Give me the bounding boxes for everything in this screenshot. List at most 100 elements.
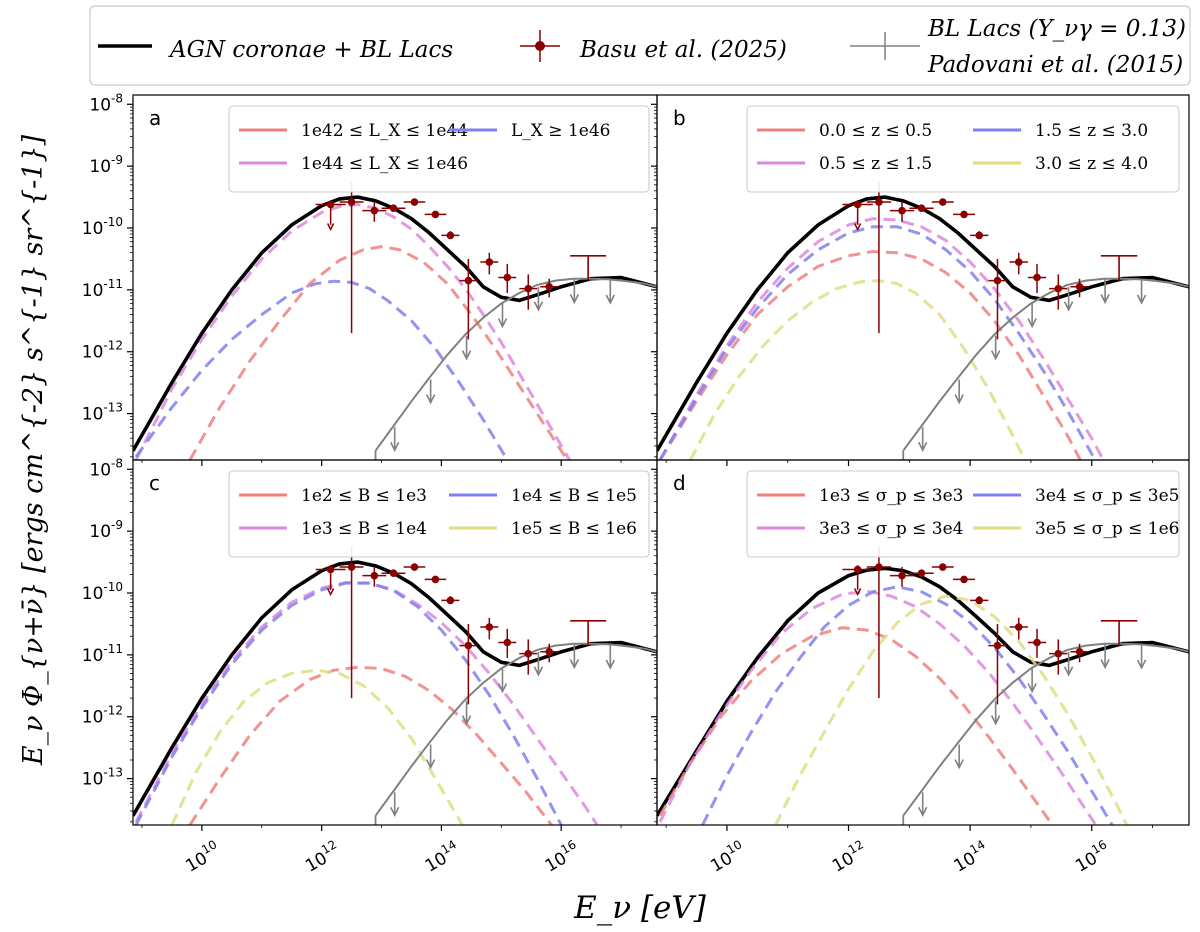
- basu-data-point: [931, 198, 954, 206]
- legend-label: L_X ≥ 1e46: [511, 121, 610, 141]
- series-line: [902, 642, 1189, 817]
- basu-data-point: [953, 575, 975, 584]
- legend-label: 0.5 ≤ z ≤ 1.5: [819, 154, 932, 174]
- panel-legend: 1e42 ≤ L_X ≤ 1e44 1e44 ≤ L_X ≤ 1e46 L_X ≥ …: [228, 105, 650, 193]
- series-line: [658, 217, 1106, 460]
- bllac-upper-limit: [389, 427, 400, 453]
- basu-data-point: [540, 278, 559, 298]
- basu-data-point: [381, 204, 406, 213]
- bllac-upper-limit: [954, 744, 964, 770]
- basu-arrow: [853, 223, 862, 232]
- basu-data-point: [988, 258, 1007, 340]
- series-line: [134, 581, 563, 825]
- legend-label: 1.5 ≤ z ≤ 3.0: [1035, 121, 1148, 141]
- x-tick-label: 1012: [827, 837, 871, 876]
- basu-data-point: [1009, 252, 1028, 275]
- panel-legend: 0.0 ≤ z ≤ 0.5 0.5 ≤ z ≤ 1.5 1.5 ≤ z ≤ 3.0 3…: [746, 105, 1180, 193]
- basu-data-point: [315, 200, 346, 225]
- y-tick-label: 10-8: [89, 91, 123, 115]
- series-line: [657, 195, 1189, 452]
- y-tick-label: 10-10: [82, 215, 123, 239]
- legend-label: 3e3 ≤ σ_p ≤ 3e4: [819, 519, 963, 539]
- series-line: [689, 279, 1027, 460]
- basu-arrow: [326, 588, 335, 597]
- basu-data-point: [909, 569, 934, 578]
- top-legend: AGN coronae + BL Lacs Basu et al. (2025)…: [89, 5, 1191, 86]
- basu-data-point: [498, 628, 517, 658]
- series-line: [134, 202, 572, 460]
- y-tick-label: 10-11: [82, 277, 123, 301]
- y-tick-label: 10-9: [89, 153, 123, 177]
- legend-label: 3e5 ≤ σ_p ≤ 1e6: [1035, 519, 1179, 539]
- panel-legend: 1e3 ≤ σ_p ≤ 3e3 3e3 ≤ σ_p ≤ 3e4 3e4 ≤ σ_p …: [746, 470, 1180, 558]
- legend-label: 1e44 ≤ L_X ≤ 1e46: [301, 154, 468, 174]
- bllac-upper-limit: [1063, 286, 1074, 312]
- legend-label: 1e4 ≤ B ≤ 1e5: [511, 486, 637, 506]
- basu-data-point: [459, 258, 478, 340]
- basu-data-point: [424, 210, 447, 219]
- series-line: [374, 642, 657, 817]
- legend-label-bllac: BL Lacs (Y_νγ = 0.13): [927, 16, 1186, 42]
- panels: 10-8 10-9 10-10 10-11 10-12 10-13 a 1e42 ≤ L_X …: [82, 91, 1190, 877]
- plot-area: [657, 546, 1189, 825]
- y-tick-label: 10-11: [82, 642, 123, 666]
- x-tick-label: 1010: [180, 837, 224, 876]
- basu-upper-limit: [1100, 620, 1138, 646]
- bllac-upper-limit: [461, 335, 472, 361]
- y-tick-label: 10-13: [82, 766, 123, 790]
- basu-data-point: [441, 231, 460, 240]
- y-tick-label: 10-12: [82, 704, 123, 728]
- panel-letter: d: [673, 471, 686, 495]
- series-line: [188, 245, 570, 460]
- plot-area: [657, 181, 1189, 460]
- basu-data-point: [953, 210, 975, 219]
- bllac-upper-limit: [569, 644, 580, 670]
- basu-data-point: [842, 200, 873, 225]
- bllac-upper-limit: [1027, 303, 1037, 329]
- basu-data-point: [842, 565, 873, 590]
- x-tick-label: 1012: [300, 837, 344, 876]
- series-line: [658, 225, 1097, 460]
- basu-data-point: [498, 263, 517, 293]
- x-tick-label: 1014: [420, 837, 464, 876]
- series-line: [133, 195, 657, 452]
- basu-data-point: [339, 181, 364, 334]
- basu-data-point: [362, 202, 387, 222]
- bllac-upper-limit: [497, 668, 508, 694]
- basu-data-point: [970, 231, 989, 240]
- basu-data-point: [1049, 274, 1068, 310]
- series-line: [134, 279, 510, 460]
- bllac-upper-limit: [605, 279, 616, 305]
- bllac-upper-limit: [425, 379, 436, 405]
- plot-area: [133, 181, 657, 460]
- panel-letter: a: [149, 106, 161, 130]
- x-tick-label: 1016: [1070, 837, 1114, 876]
- series-line: [658, 626, 1055, 825]
- panel-c: 10-8 10-9 10-10 10-11 10-12 10-13 1010 1012 1014…: [82, 456, 658, 877]
- series-line: [133, 560, 657, 817]
- basu-data-point: [1070, 643, 1089, 663]
- basu-data-point: [381, 569, 406, 578]
- y-tick-label: 10-13: [82, 401, 123, 425]
- series-line: [170, 668, 465, 825]
- basu-data-point: [1027, 628, 1047, 658]
- basu-data-point: [540, 643, 559, 663]
- basu-data-point: [315, 565, 346, 590]
- plot-area: [133, 546, 657, 825]
- bllac-upper-limit: [1100, 279, 1110, 305]
- panel-legend: 1e2 ≤ B ≤ 1e3 1e3 ≤ B ≤ 1e4 1e4 ≤ B ≤ 1e5 1…: [228, 470, 650, 558]
- x-tick-label: 1016: [540, 837, 584, 876]
- basu-data-point: [988, 623, 1007, 705]
- y-tick-label: 10-9: [89, 518, 123, 542]
- bllac-upper-limit: [990, 335, 1001, 361]
- basu-data-point: [362, 567, 387, 587]
- bllac-upper-limit: [389, 792, 400, 818]
- legend-label: 1e5 ≤ B ≤ 1e6: [511, 519, 637, 539]
- series-line: [188, 665, 554, 825]
- bllac-upper-limit: [461, 700, 472, 726]
- x-axis-label: E_ν [eV]: [573, 890, 707, 926]
- legend-label-total: AGN coronae + BL Lacs: [168, 37, 453, 63]
- bllac-upper-limit: [1027, 668, 1037, 694]
- basu-data-point: [459, 623, 478, 705]
- basu-data-point: [441, 596, 460, 605]
